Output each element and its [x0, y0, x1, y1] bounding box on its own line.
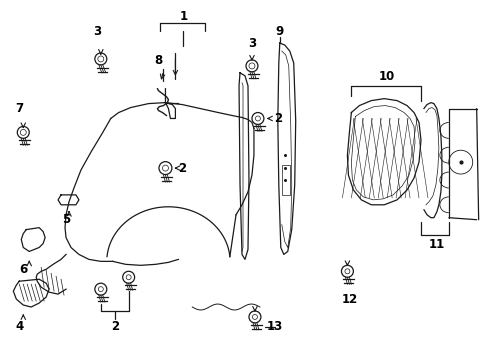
Text: 6: 6 [19, 263, 27, 276]
Text: 9: 9 [275, 24, 284, 38]
Text: 8: 8 [154, 54, 163, 67]
Text: 3: 3 [93, 24, 101, 38]
Text: 2: 2 [178, 162, 186, 175]
Text: 7: 7 [15, 102, 23, 115]
Text: 13: 13 [266, 320, 283, 333]
Text: 3: 3 [247, 37, 256, 50]
Text: 10: 10 [378, 70, 394, 83]
Text: 2: 2 [110, 320, 119, 333]
Text: 1: 1 [179, 10, 187, 23]
Bar [281, 165, 289, 195]
Text: 12: 12 [341, 293, 357, 306]
Text: 11: 11 [428, 238, 444, 251]
Text: 2: 2 [273, 112, 281, 125]
Text: 5: 5 [62, 213, 70, 226]
Text: 4: 4 [15, 320, 23, 333]
